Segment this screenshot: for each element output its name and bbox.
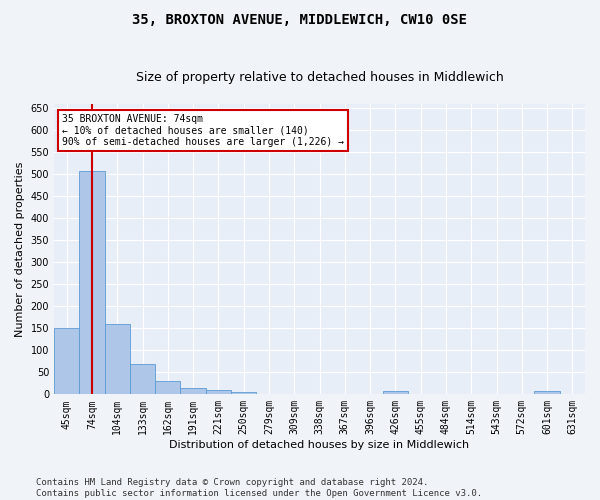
Title: Size of property relative to detached houses in Middlewich: Size of property relative to detached ho… bbox=[136, 72, 503, 85]
Bar bbox=[231, 392, 256, 394]
Bar bbox=[181, 388, 206, 394]
Bar bbox=[535, 392, 560, 394]
X-axis label: Distribution of detached houses by size in Middlewich: Distribution of detached houses by size … bbox=[169, 440, 470, 450]
Text: 35, BROXTON AVENUE, MIDDLEWICH, CW10 0SE: 35, BROXTON AVENUE, MIDDLEWICH, CW10 0SE bbox=[133, 12, 467, 26]
Bar bbox=[79, 171, 104, 394]
Y-axis label: Number of detached properties: Number of detached properties bbox=[15, 162, 25, 336]
Text: 35 BROXTON AVENUE: 74sqm
← 10% of detached houses are smaller (140)
90% of semi-: 35 BROXTON AVENUE: 74sqm ← 10% of detach… bbox=[62, 114, 344, 147]
Bar bbox=[155, 380, 181, 394]
Bar bbox=[104, 324, 130, 394]
Bar bbox=[206, 390, 231, 394]
Text: Contains HM Land Registry data © Crown copyright and database right 2024.
Contai: Contains HM Land Registry data © Crown c… bbox=[36, 478, 482, 498]
Bar bbox=[383, 392, 408, 394]
Bar bbox=[54, 328, 79, 394]
Bar bbox=[130, 364, 155, 394]
